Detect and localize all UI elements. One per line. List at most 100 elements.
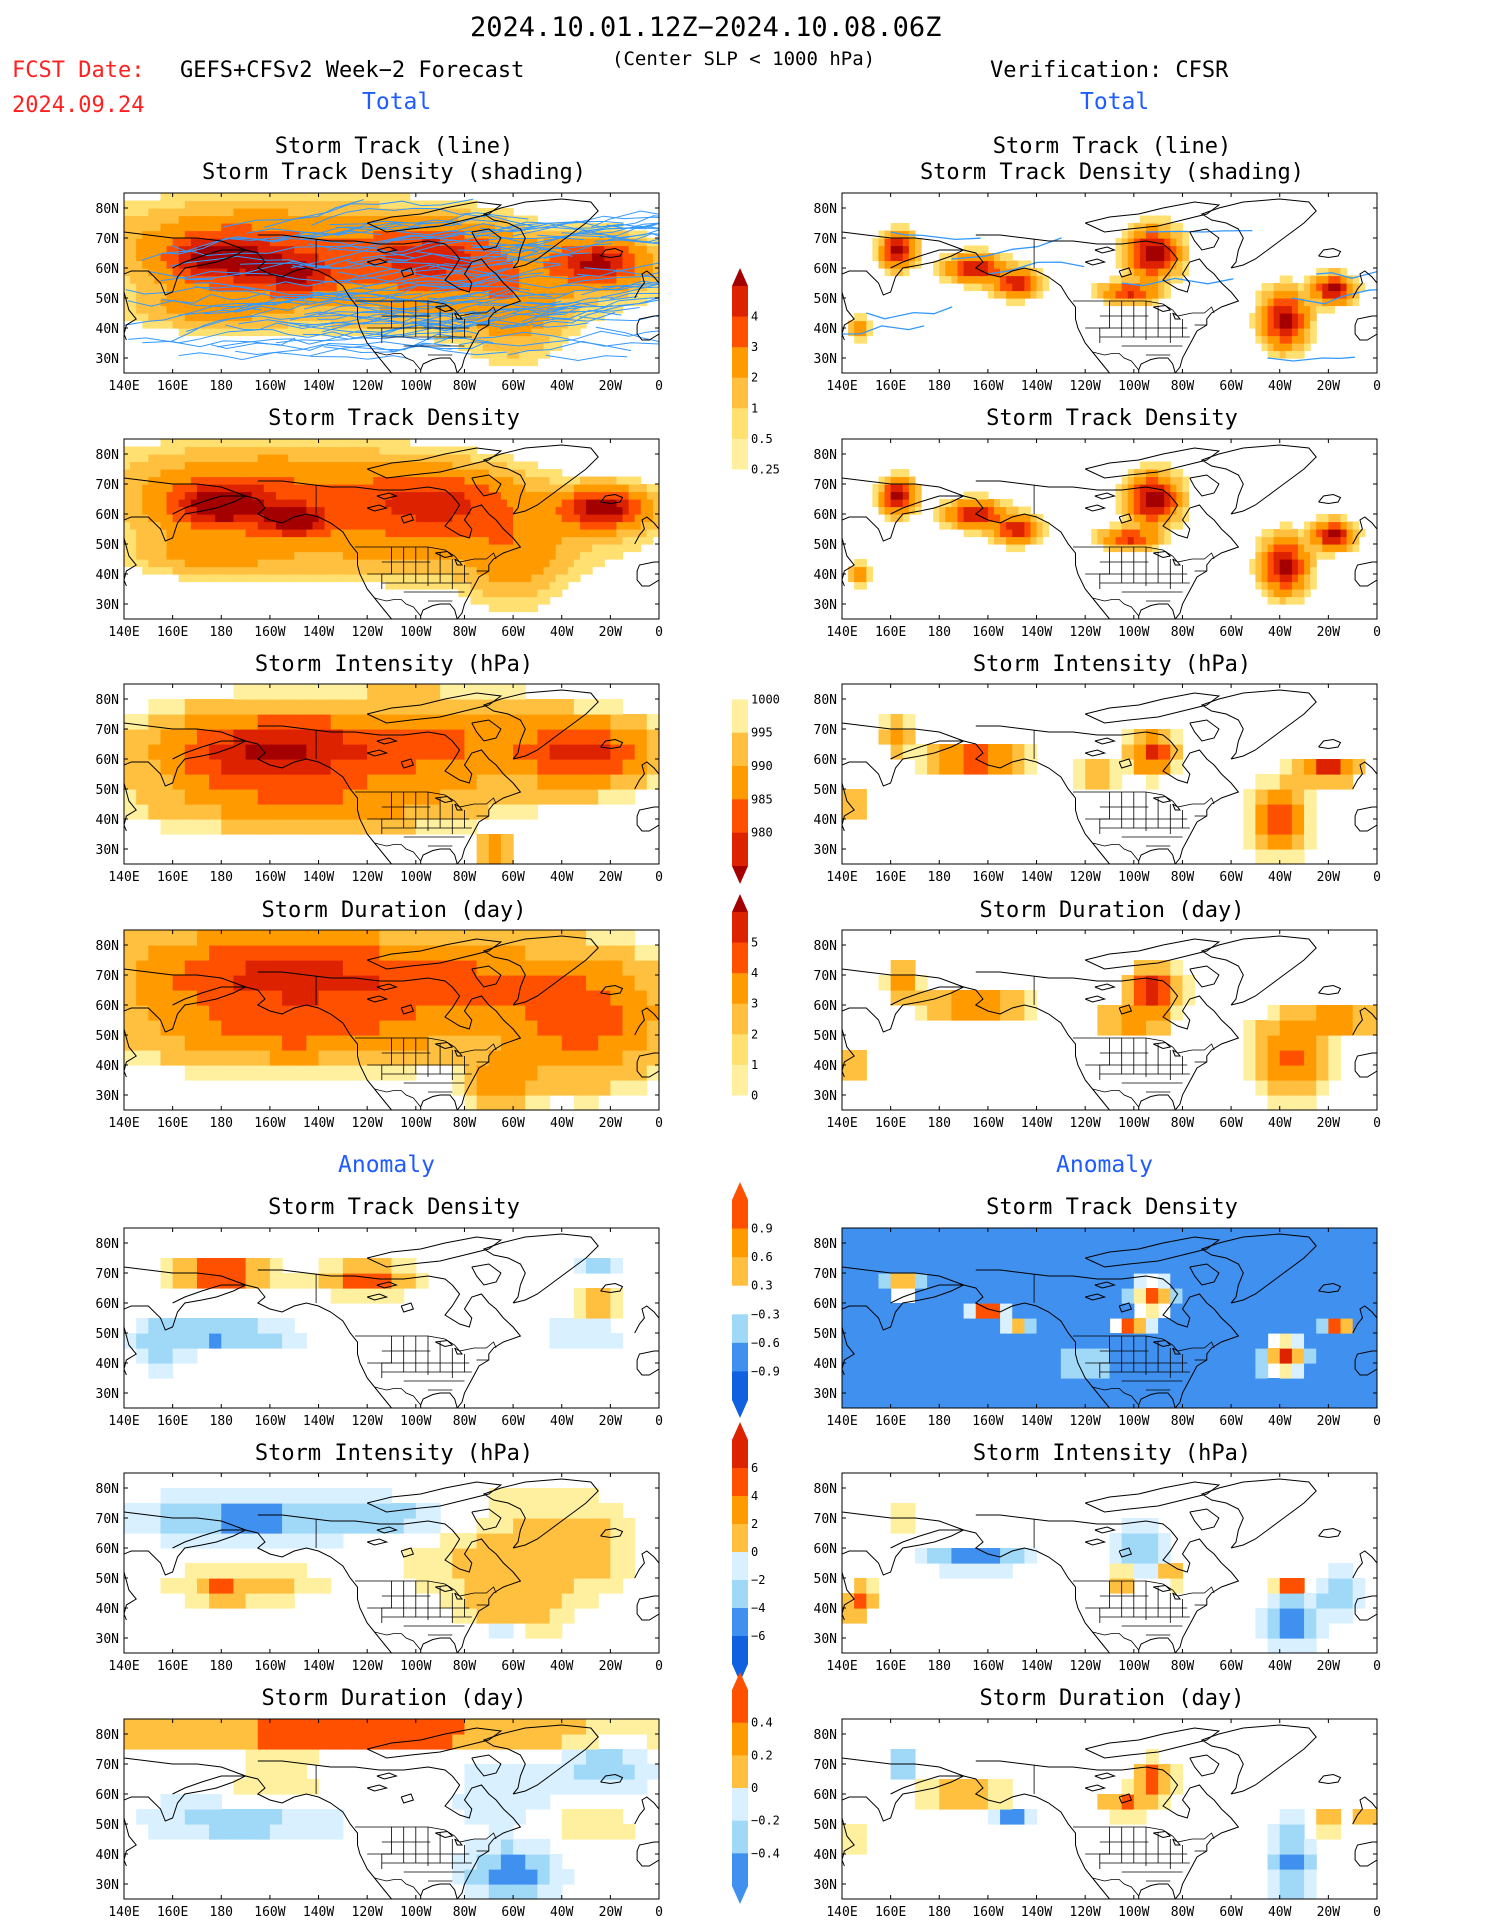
lon-tick-label: 140W bbox=[303, 1414, 334, 1429]
lon-tick-label: 140W bbox=[1021, 870, 1052, 885]
map-intensity-anom-forecast: 140E 160E 180 160W 140W 120W 100W 80W 60W 40W 20W 0… bbox=[96, 1472, 663, 1674]
map-density-forecast: 140E 160E 180 160W 140W 120W 100W 80W 60W 40W 20W 0… bbox=[96, 438, 663, 640]
colorbar-top-arrow bbox=[732, 1422, 748, 1440]
period-title: 2024.10.01.12Z−2024.10.08.06Z bbox=[470, 12, 942, 43]
lat-tick-label: 50N bbox=[96, 1818, 119, 1833]
lat-tick-label: 80N bbox=[96, 693, 119, 708]
lat-tick-label: 30N bbox=[96, 352, 119, 367]
lon-tick-label: 80W bbox=[453, 1659, 477, 1674]
lat-tick-label: 50N bbox=[96, 292, 119, 307]
colorbar-density: 4 3 2 1 0.5 0.25 bbox=[732, 268, 780, 501]
lon-tick-label: 0 bbox=[1373, 1414, 1381, 1429]
lon-tick-label: 100W bbox=[400, 870, 431, 885]
lon-tick-label: 140E bbox=[108, 870, 139, 885]
lon-tick-label: 40W bbox=[1268, 1905, 1292, 1920]
lon-tick-label: 180 bbox=[928, 1905, 951, 1920]
map-intensity-anom-verification: 140E 160E 180 160W 140W 120W 100W 80W 60W 40W 20W 0… bbox=[814, 1472, 1381, 1674]
colorbar-label: −0.9 bbox=[751, 1364, 780, 1378]
lat-tick-label: 70N bbox=[96, 723, 119, 738]
lon-tick-label: 100W bbox=[1118, 1414, 1149, 1429]
map-duration-verification: 140E 160E 180 160W 140W 120W 100W 80W 60W 40W 20W 0… bbox=[814, 929, 1381, 1131]
lat-tick-label: 60N bbox=[96, 753, 119, 768]
lat-tick-label: 30N bbox=[814, 1387, 837, 1402]
lat-tick-label: 30N bbox=[96, 598, 119, 613]
colorbar-top-arrow bbox=[732, 268, 748, 286]
political-borders bbox=[1033, 1274, 1215, 1406]
map-shading bbox=[842, 1478, 1377, 1653]
lon-tick-label: 60W bbox=[501, 379, 525, 394]
coastlines bbox=[124, 689, 659, 864]
lon-tick-label: 20W bbox=[1317, 625, 1341, 640]
colorbar-swatch bbox=[732, 732, 748, 767]
colorbar-label: 980 bbox=[751, 826, 773, 840]
lat-tick-label: 80N bbox=[814, 448, 837, 463]
lon-tick-label: 160E bbox=[157, 1414, 188, 1429]
political-borders bbox=[1033, 1765, 1215, 1897]
lon-tick-label: 120W bbox=[1070, 1414, 1101, 1429]
lon-tick-label: 0 bbox=[655, 1116, 663, 1131]
lat-tick-label: 70N bbox=[814, 723, 837, 738]
colorbar-label: −2 bbox=[751, 1573, 765, 1587]
lon-tick-label: 160E bbox=[875, 625, 906, 640]
lon-tick-label: 40W bbox=[550, 1116, 574, 1131]
lon-tick-label: 120W bbox=[1070, 1905, 1101, 1920]
lat-tick-label: 80N bbox=[96, 939, 119, 954]
lon-tick-label: 0 bbox=[655, 1414, 663, 1429]
lat-tick-label: 40N bbox=[96, 1357, 119, 1372]
lon-tick-label: 120W bbox=[352, 1414, 383, 1429]
lat-tick-label: 60N bbox=[814, 1542, 837, 1557]
lon-tick-label: 80W bbox=[1171, 870, 1195, 885]
colorbar-swatch bbox=[732, 1788, 748, 1822]
colorbar-swatch bbox=[732, 973, 748, 1005]
lon-tick-label: 0 bbox=[1373, 1905, 1381, 1920]
lon-tick-label: 40W bbox=[1268, 870, 1292, 885]
colorbar-label: 995 bbox=[751, 726, 773, 740]
lon-tick-label: 160E bbox=[875, 379, 906, 394]
lon-tick-label: 160E bbox=[157, 870, 188, 885]
panel-title-duration-right: Storm Duration (day) bbox=[979, 898, 1245, 923]
lat-tick-label: 70N bbox=[814, 232, 837, 247]
lon-tick-label: 60W bbox=[1219, 625, 1243, 640]
lon-tick-label: 160W bbox=[254, 379, 285, 394]
political-borders bbox=[315, 485, 497, 617]
lat-tick-label: 80N bbox=[814, 693, 837, 708]
map-shading bbox=[124, 439, 659, 619]
lon-tick-label: 120W bbox=[1070, 870, 1101, 885]
coastlines bbox=[124, 1478, 659, 1653]
map-frame bbox=[841, 1227, 1378, 1409]
lon-tick-label: 20W bbox=[599, 1905, 623, 1920]
lat-tick-label: 30N bbox=[96, 843, 119, 858]
coastlines bbox=[124, 1233, 659, 1408]
lat-tick-label: 80N bbox=[814, 1728, 837, 1743]
lon-tick-label: 100W bbox=[1118, 379, 1149, 394]
lon-tick-label: 80W bbox=[453, 1414, 477, 1429]
map-shading bbox=[842, 689, 1377, 864]
political-borders bbox=[315, 1519, 497, 1651]
lat-tick-label: 50N bbox=[814, 1818, 837, 1833]
political-borders bbox=[315, 976, 497, 1108]
colorbar-bottom-arrow bbox=[732, 866, 748, 884]
colorbar-label: −6 bbox=[751, 1629, 765, 1643]
map-shading bbox=[124, 193, 659, 373]
map-shading bbox=[124, 930, 659, 1110]
lat-tick-label: 40N bbox=[814, 1602, 837, 1617]
map-density-anom-verification: 140E 160E 180 160W 140W 120W 100W 80W 60W 40W 20W 0… bbox=[814, 1227, 1381, 1429]
political-borders bbox=[315, 1765, 497, 1897]
map-shading bbox=[124, 1233, 659, 1408]
lon-tick-label: 140E bbox=[108, 379, 139, 394]
colorbar-swatch bbox=[732, 1342, 748, 1372]
colorbar-label: 0.25 bbox=[751, 462, 780, 476]
lon-tick-label: 80W bbox=[1171, 1414, 1195, 1429]
lon-tick-label: 140E bbox=[826, 379, 857, 394]
fcst-date-label: FCST Date: bbox=[12, 58, 145, 83]
colorbar-label: 1 bbox=[751, 401, 758, 415]
lon-tick-label: 120W bbox=[352, 1905, 383, 1920]
lat-tick-label: 80N bbox=[814, 1482, 837, 1497]
lon-tick-label: 100W bbox=[400, 1116, 431, 1131]
colorbar-label: −0.2 bbox=[751, 1814, 780, 1828]
lon-tick-label: 20W bbox=[599, 1116, 623, 1131]
colorbar-swatch bbox=[732, 666, 748, 700]
lon-tick-label: 0 bbox=[1373, 1116, 1381, 1131]
lat-tick-label: 30N bbox=[814, 1878, 837, 1893]
colorbar-density-anom: 0.9 0.6 0.3 −0.3 −0.6 −0.9 bbox=[732, 1182, 780, 1418]
